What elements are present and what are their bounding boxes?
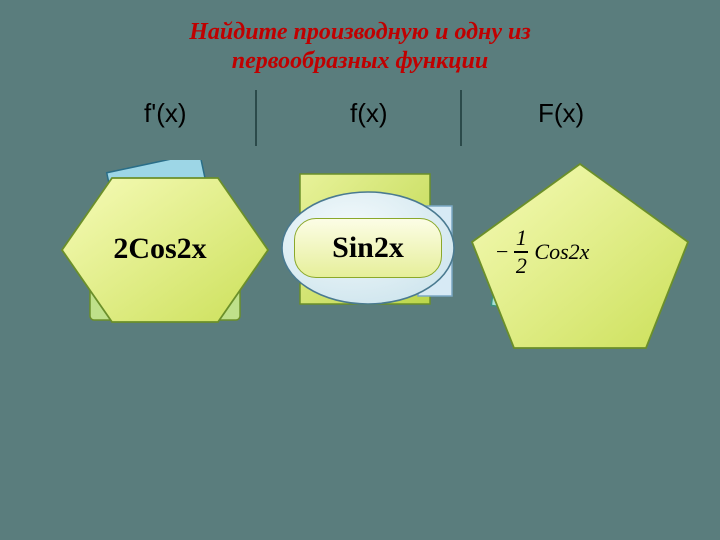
label-sin2x: Sin2x [294,218,442,278]
col-label-function: f(x) [350,98,388,129]
stack-antiderivative: − 1 2 Cos2x [456,160,696,360]
label-minus-half-cos2x: − 1 2 Cos2x [496,218,666,286]
label-2cos2x: 2Cos2x [50,232,270,266]
frac-stack: 1 2 [514,227,528,277]
sin2x-text: Sin2x [332,231,404,265]
slide-title: Найдите производную и одну из первообраз… [0,18,720,76]
frac-num: 1 [516,227,527,249]
divider-1 [255,90,257,146]
frac-minus: − [496,239,508,265]
title-line-1: Найдите производную и одну из [189,19,530,45]
shapes-area: 2Cos2x Sin2x [0,160,720,380]
stack-derivative: 2Cos2x [50,160,270,360]
divider-2 [460,90,462,146]
title-line-2: первообразных функции [232,48,488,74]
stack-function: Sin2x [258,160,478,360]
column-header-row: f'(x) f(x) F(x) [0,92,720,140]
col-label-antiderivative: F(x) [538,98,584,129]
frac-rest: Cos2x [534,239,589,265]
col-label-derivative: f'(x) [144,98,187,129]
frac-den: 2 [516,255,527,277]
